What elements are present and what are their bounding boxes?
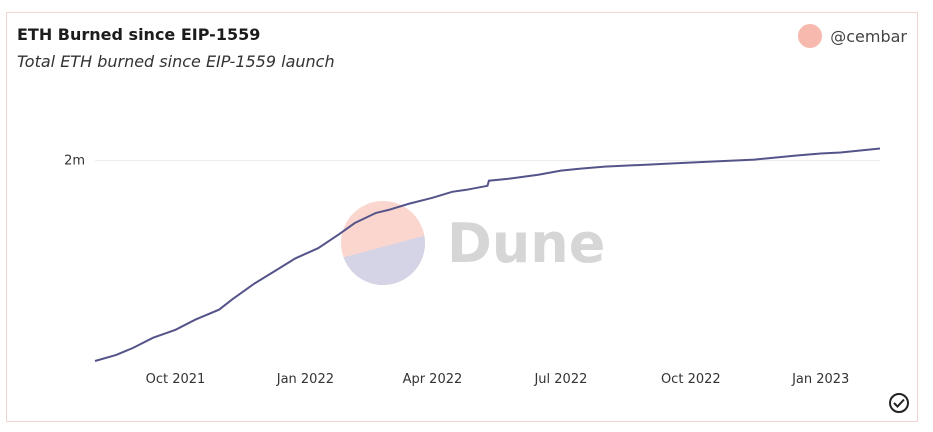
chart-title: ETH Burned since EIP-1559 <box>17 25 261 44</box>
dune-watermark: Dune <box>341 201 605 286</box>
x-tick-label: Jan 2023 <box>791 372 849 387</box>
avatar <box>798 24 823 48</box>
dune-logo-bottom <box>343 235 426 286</box>
x-tick-label: Jul 2022 <box>533 372 587 387</box>
x-tick-label: Oct 2021 <box>146 372 206 387</box>
x-tick-label: Oct 2022 <box>661 372 721 387</box>
author-name: @cembar <box>830 26 907 46</box>
watermark-text: Dune <box>447 212 605 275</box>
check-circle-icon[interactable] <box>889 393 909 413</box>
x-tick-label: Jan 2022 <box>276 372 334 387</box>
chart-subtitle: Total ETH burned since EIP-1559 launch <box>17 52 335 71</box>
chart-card: ETH Burned since EIP-1559 Total ETH burn… <box>6 12 918 422</box>
y-tick-label: 2m <box>64 154 85 169</box>
series-line <box>94 147 881 362</box>
x-tick-label: Apr 2022 <box>403 372 463 387</box>
author-link[interactable]: @cembar <box>798 23 907 49</box>
